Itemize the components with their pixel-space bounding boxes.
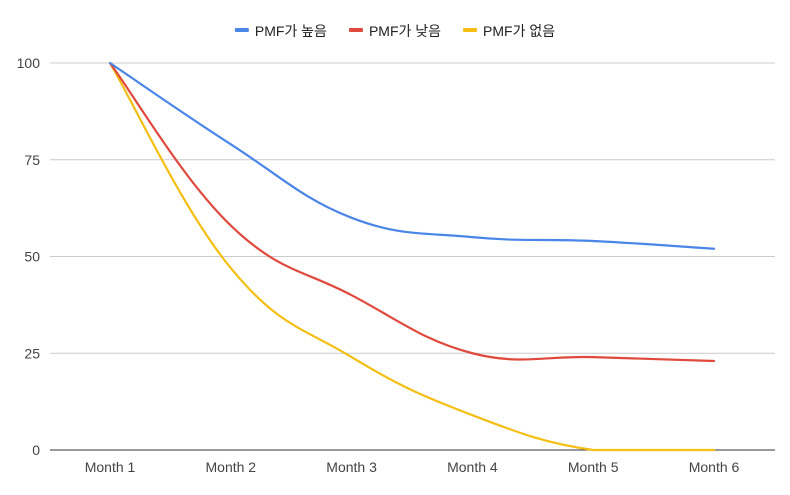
y-tick-label: 100 [17,55,41,71]
x-tick-label: Month 1 [85,459,136,475]
x-tick-label: Month 4 [447,459,498,475]
series-line-1 [108,61,716,250]
series-line-2 [108,61,716,363]
legend-label: PMF가 없음 [483,23,555,39]
legend-swatch [234,28,249,32]
legend-label: PMF가 높음 [255,23,327,39]
x-axis: Month 1 Month 2 Month 3 Month 4 Month 5 Month… [85,459,740,475]
y-tick-label: 50 [24,249,40,265]
series-lines [108,61,716,452]
legend-swatch [463,28,478,32]
x-tick-label: Month 5 [568,459,619,475]
legend-swatch [348,28,363,32]
x-tick-label: Month 6 [689,459,740,475]
x-tick-label: Month 3 [326,459,377,475]
y-tick-label: 25 [24,345,40,361]
legend-label: PMF가 낮음 [369,23,441,39]
y-axis: 0 25 50 75 100 [17,55,41,458]
y-tick-label: 0 [32,442,40,458]
y-tick-label: 75 [24,152,40,168]
gridlines [50,62,775,451]
x-tick-label: Month 2 [206,459,257,475]
legend: PMF가 높음 PMF가 낮음 PMF가 없음 [234,23,555,39]
series-line-3 [108,61,716,452]
